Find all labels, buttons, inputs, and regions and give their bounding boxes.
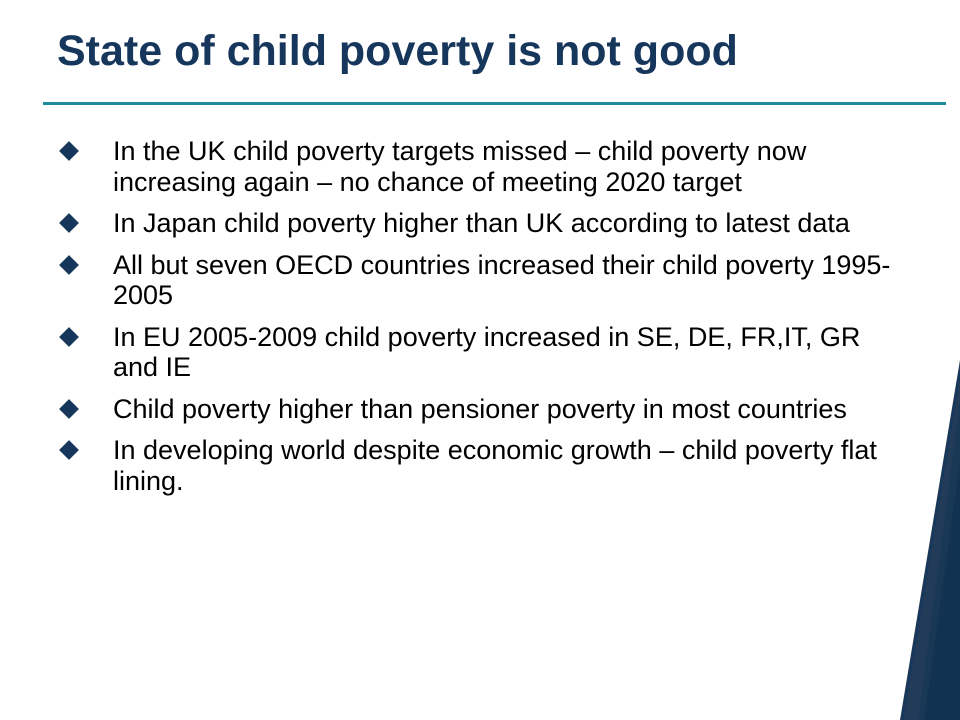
bullet-text: In EU 2005-2009 child poverty increased … xyxy=(113,321,861,383)
diamond-bullet-icon xyxy=(59,326,79,347)
title-divider xyxy=(43,102,946,105)
bullet-text: Child poverty higher than pensioner pove… xyxy=(113,393,847,424)
corner-accent-line xyxy=(901,369,960,720)
corner-accent-dark xyxy=(900,360,960,720)
bullet-text: In developing world despite economic gro… xyxy=(113,435,877,496)
bullet-text: In Japan child poverty higher than UK ac… xyxy=(113,208,850,238)
bullet-item: In developing world despite economic gro… xyxy=(58,435,898,496)
diamond-bullet-icon xyxy=(59,213,79,233)
bullet-item: In the UK child poverty targets missed –… xyxy=(58,136,898,197)
corner-accent-light xyxy=(918,400,960,720)
diamond-bullet-icon xyxy=(59,141,79,161)
bullet-text: All but seven OECD countries increased t… xyxy=(113,249,891,311)
bullet-item: In Japan child poverty higher than UK ac… xyxy=(58,208,898,239)
diamond-bullet-icon xyxy=(59,440,79,460)
bullet-item: In EU 2005-2009 child poverty increased … xyxy=(58,322,898,383)
bullet-item: Child poverty higher than pensioner pove… xyxy=(58,394,898,425)
slide-title: State of child poverty is not good xyxy=(57,27,738,75)
bullet-list: In the UK child poverty targets missed –… xyxy=(58,136,898,507)
bullet-item: All but seven OECD countries increased t… xyxy=(58,250,898,311)
diamond-bullet-icon xyxy=(59,398,79,419)
corner-accent-mid xyxy=(924,460,960,720)
diamond-bullet-icon xyxy=(59,254,79,275)
bullet-text: In the UK child poverty targets missed –… xyxy=(113,136,807,197)
